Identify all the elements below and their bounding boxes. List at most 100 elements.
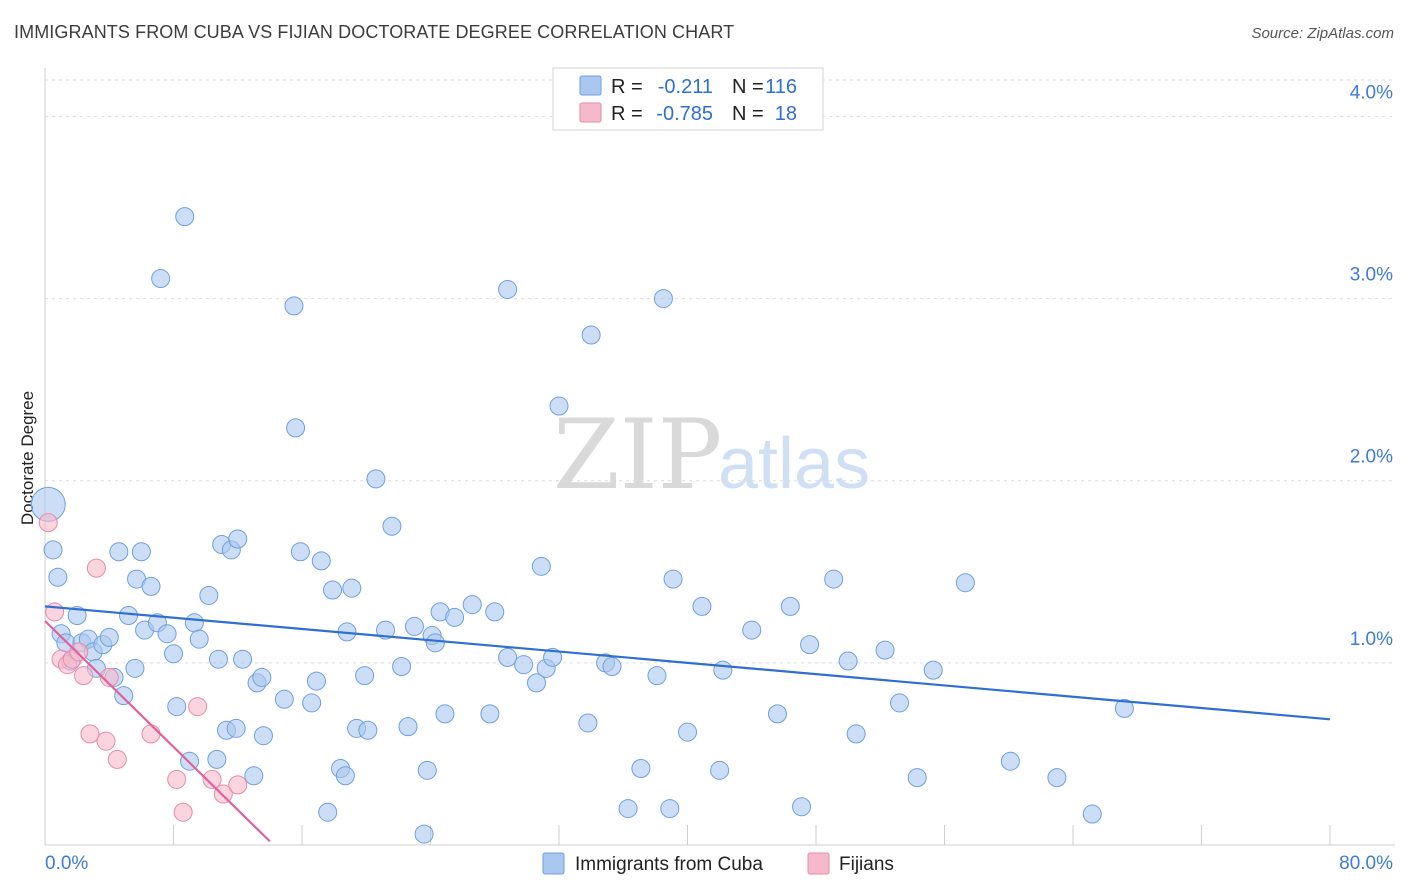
point-cuba [663, 569, 683, 589]
point-cuba [398, 717, 418, 737]
stats-legend: R = -0.211 N = 116 R = -0.785 N = 18 [552, 67, 824, 131]
point-cuba [67, 606, 87, 625]
point-fijians [74, 666, 94, 686]
point-cuba [376, 620, 396, 640]
point-cuba [780, 596, 800, 616]
data-points [30, 207, 1134, 844]
point-cuba [838, 651, 858, 671]
watermark-zip: ZIP [553, 399, 722, 511]
y-tick-label: 4.0% [1350, 82, 1393, 103]
watermark-atlas: atlas [718, 424, 870, 504]
point-cuba [514, 655, 534, 675]
legend-n-label-fijians: N = [732, 103, 764, 125]
bottom-legend-swatch-fijians[interactable] [807, 852, 830, 875]
point-cuba [955, 573, 975, 593]
point-cuba [125, 658, 145, 678]
bottom-legend-swatch-cuba[interactable] [542, 852, 565, 875]
point-cuba [253, 726, 273, 746]
watermark: ZIP atlas [553, 399, 870, 511]
point-fijians [228, 775, 248, 795]
point-fijians [45, 602, 65, 622]
point-cuba [653, 289, 673, 309]
point-cuba [631, 759, 651, 778]
point-cuba [335, 766, 355, 786]
y-tick-label: 2.0% [1350, 447, 1393, 468]
point-cuba [233, 649, 253, 669]
point-cuba [425, 633, 445, 653]
point-cuba [228, 529, 248, 549]
x-tick-label-max: 80.0% [1339, 853, 1393, 874]
point-cuba [114, 686, 134, 706]
point-cuba [1047, 768, 1067, 788]
point-fijians [173, 802, 193, 822]
point-cuba [119, 606, 139, 625]
legend-n-label-cuba: N = [732, 76, 764, 98]
point-cuba [462, 595, 482, 615]
point-cuba [141, 576, 161, 596]
point-cuba [167, 697, 187, 717]
point-cuba [692, 596, 712, 616]
point-fijians [69, 642, 89, 662]
point-fijians [99, 667, 119, 687]
legend-swatch-cuba [579, 75, 602, 96]
point-cuba [226, 718, 246, 738]
point-cuba [175, 207, 195, 227]
point-cuba [846, 724, 866, 744]
point-cuba [1114, 698, 1134, 718]
point-cuba [713, 660, 733, 680]
point-cuba [602, 657, 622, 676]
point-cuba [710, 760, 730, 780]
point-cuba [392, 657, 412, 676]
legend-n-value-fijians: 18 [775, 103, 797, 125]
point-fijians [141, 724, 161, 744]
point-fijians [86, 558, 106, 578]
point-cuba [527, 673, 547, 693]
point-fijians [38, 513, 58, 533]
point-fijians [107, 749, 127, 769]
point-cuba [678, 722, 697, 742]
point-fijians [96, 731, 116, 751]
x-axis-ticks [44, 825, 1331, 845]
point-cuba [549, 396, 569, 416]
y-tick-label: 1.0% [1350, 629, 1393, 650]
legend-n-value-cuba: 116 [765, 76, 797, 98]
trend-line-fijians [44, 620, 271, 843]
point-fijians [167, 769, 187, 789]
legend-r-label-fijians: R = [611, 103, 643, 125]
point-cuba [435, 704, 455, 724]
point-cuba [207, 749, 227, 769]
point-cuba [199, 585, 219, 605]
trend-lines [44, 605, 1331, 843]
point-cuba [208, 649, 228, 669]
point-cuba [157, 624, 177, 644]
point-cuba [189, 629, 209, 649]
point-fijians [80, 724, 100, 744]
point-cuba [1082, 804, 1102, 824]
point-cuba [244, 766, 264, 786]
point-cuba [99, 627, 119, 647]
point-cuba [414, 824, 434, 844]
point-cuba [923, 660, 943, 680]
point-cuba [318, 802, 338, 822]
point-cuba [109, 542, 129, 562]
point-cuba [184, 613, 204, 633]
point-cuba [358, 720, 378, 740]
point-cuba [382, 516, 402, 536]
point-fijians [188, 697, 208, 717]
point-cuba [252, 667, 272, 687]
legend-r-value-fijians: -0.785 [656, 103, 713, 125]
point-cuba [342, 578, 362, 598]
point-cuba [543, 647, 563, 667]
bottom-legend-label-cuba[interactable]: Immigrants from Cuba [575, 854, 763, 875]
bottom-legend-label-fijians[interactable]: Fijians [839, 854, 894, 875]
point-cuba [417, 760, 437, 780]
point-cuba [151, 269, 171, 289]
point-cuba [480, 704, 500, 724]
point-cuba [485, 602, 505, 622]
point-cuba [1000, 751, 1020, 771]
point-cuba [618, 799, 638, 819]
y-axis-tick-labels: 1.0% 2.0% 3.0% 4.0% [1350, 82, 1393, 649]
point-cuba [48, 567, 68, 587]
x-tick-label-min: 0.0% [45, 853, 88, 874]
